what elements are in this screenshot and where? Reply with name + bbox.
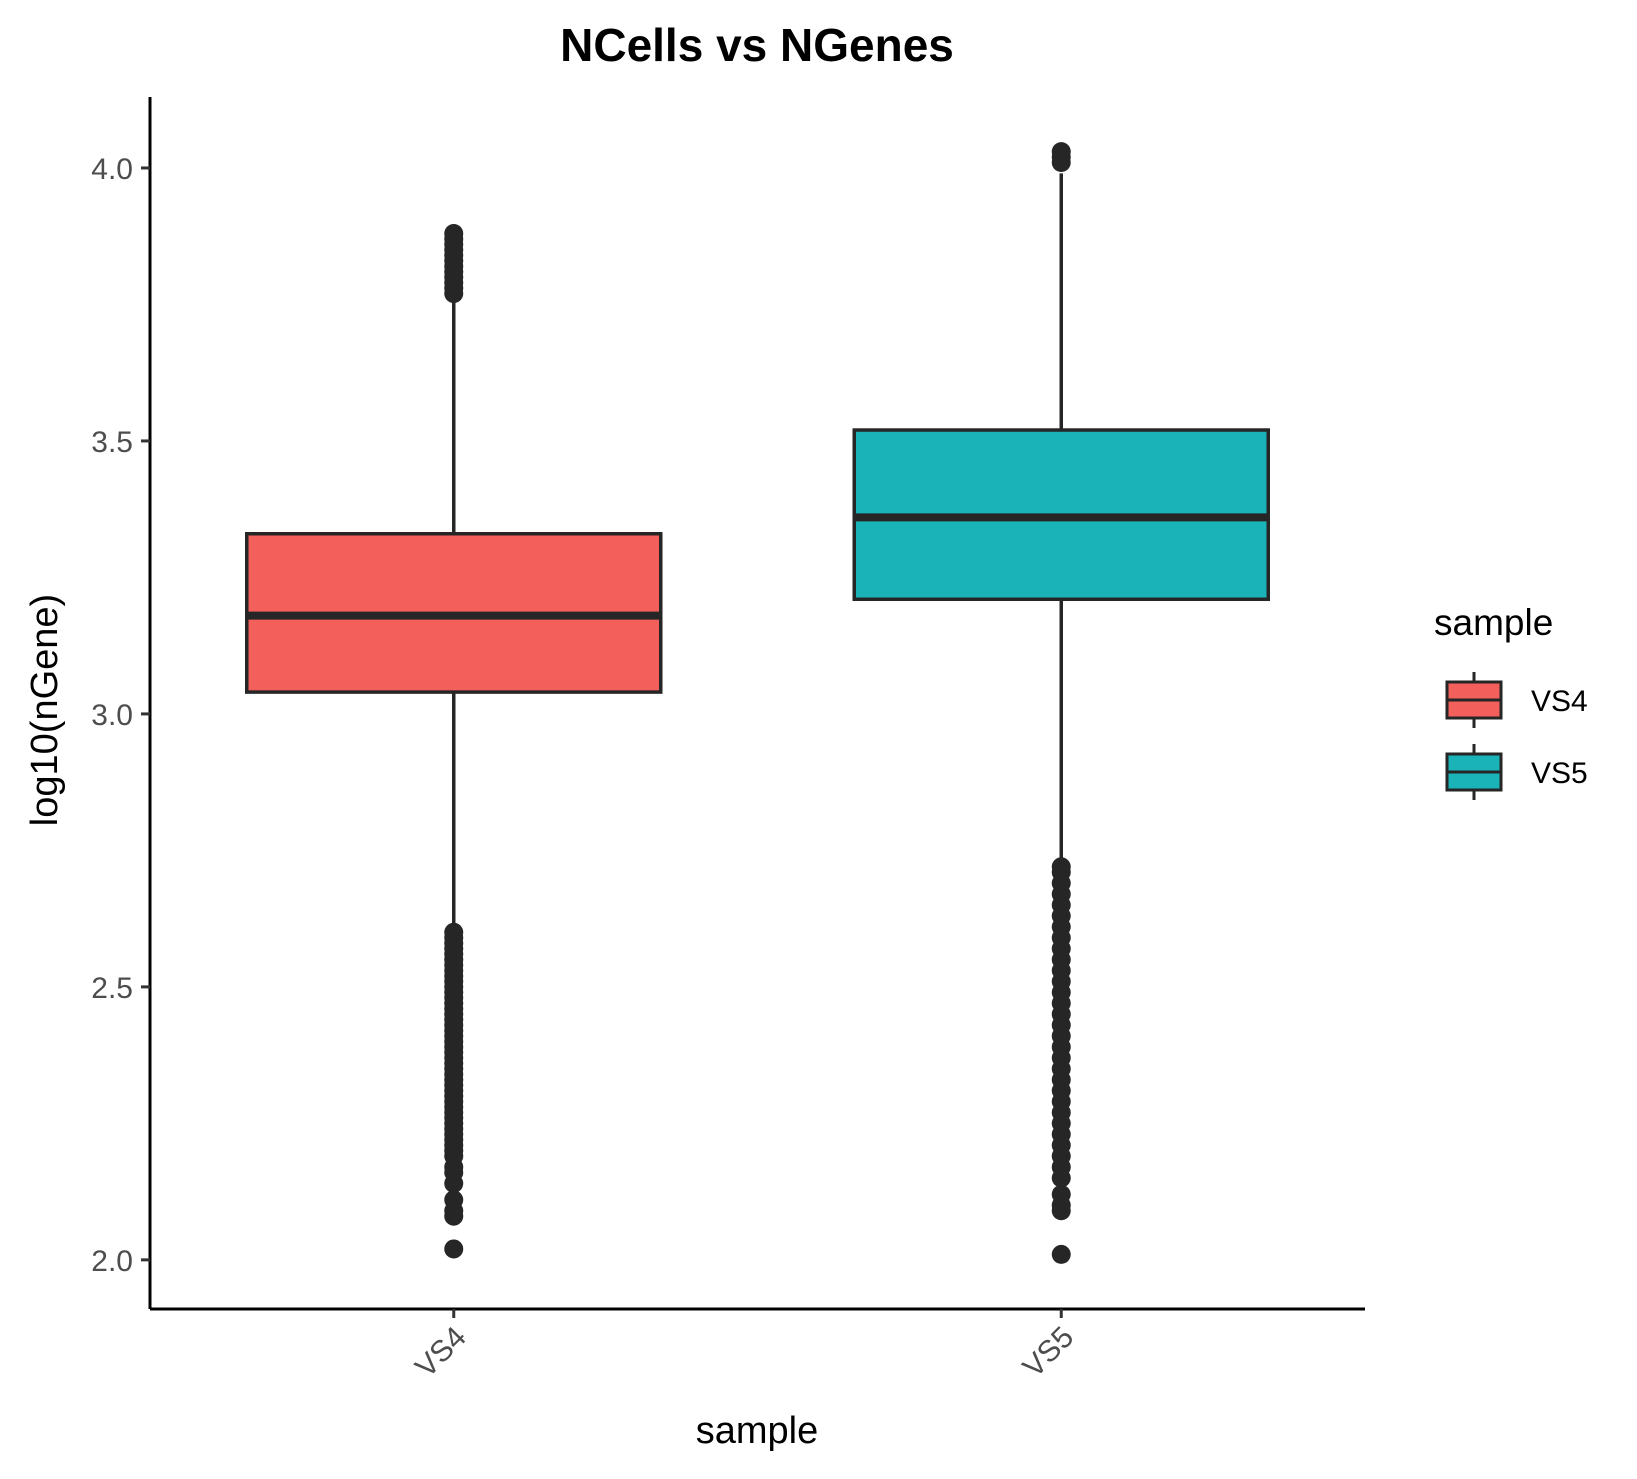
y-tick-label: 3.5 <box>91 426 133 459</box>
legend-title: sample <box>1434 602 1553 643</box>
outlier-point <box>444 1190 464 1210</box>
y-tick-label: 2.5 <box>91 972 133 1005</box>
outlier-point <box>444 223 464 243</box>
x-tick-label: VS4 <box>409 1321 472 1384</box>
y-tick-label: 3.0 <box>91 699 133 732</box>
y-axis-title: log10(nGene) <box>24 594 66 826</box>
outlier-point <box>1051 1244 1071 1264</box>
x-axis-title: sample <box>696 1410 819 1452</box>
outlier-point <box>1051 142 1071 162</box>
outlier-point <box>444 1239 464 1259</box>
chart-title: NCells vs NGenes <box>560 19 954 71</box>
x-tick-label: VS5 <box>1017 1321 1080 1384</box>
legend: sample VS4 VS5 <box>1434 602 1588 800</box>
legend-item-vs4: VS4 <box>1445 672 1588 728</box>
plot-area <box>245 142 1270 1264</box>
y-tick-label: 4.0 <box>91 153 133 186</box>
y-tick-label: 2.0 <box>91 1245 133 1278</box>
legend-item-vs5: VS5 <box>1445 744 1588 800</box>
box-group-vs5 <box>852 142 1270 1264</box>
box-group-vs4 <box>245 223 663 1259</box>
legend-label-vs5: VS5 <box>1531 757 1588 790</box>
outlier-point <box>1051 1184 1071 1204</box>
legend-label-vs4: VS4 <box>1531 685 1588 718</box>
axes: 2.0 2.5 3.0 3.5 4.0 VS4 VS5 <box>91 97 1365 1384</box>
outlier-point <box>444 922 464 942</box>
outlier-point <box>1051 857 1071 877</box>
